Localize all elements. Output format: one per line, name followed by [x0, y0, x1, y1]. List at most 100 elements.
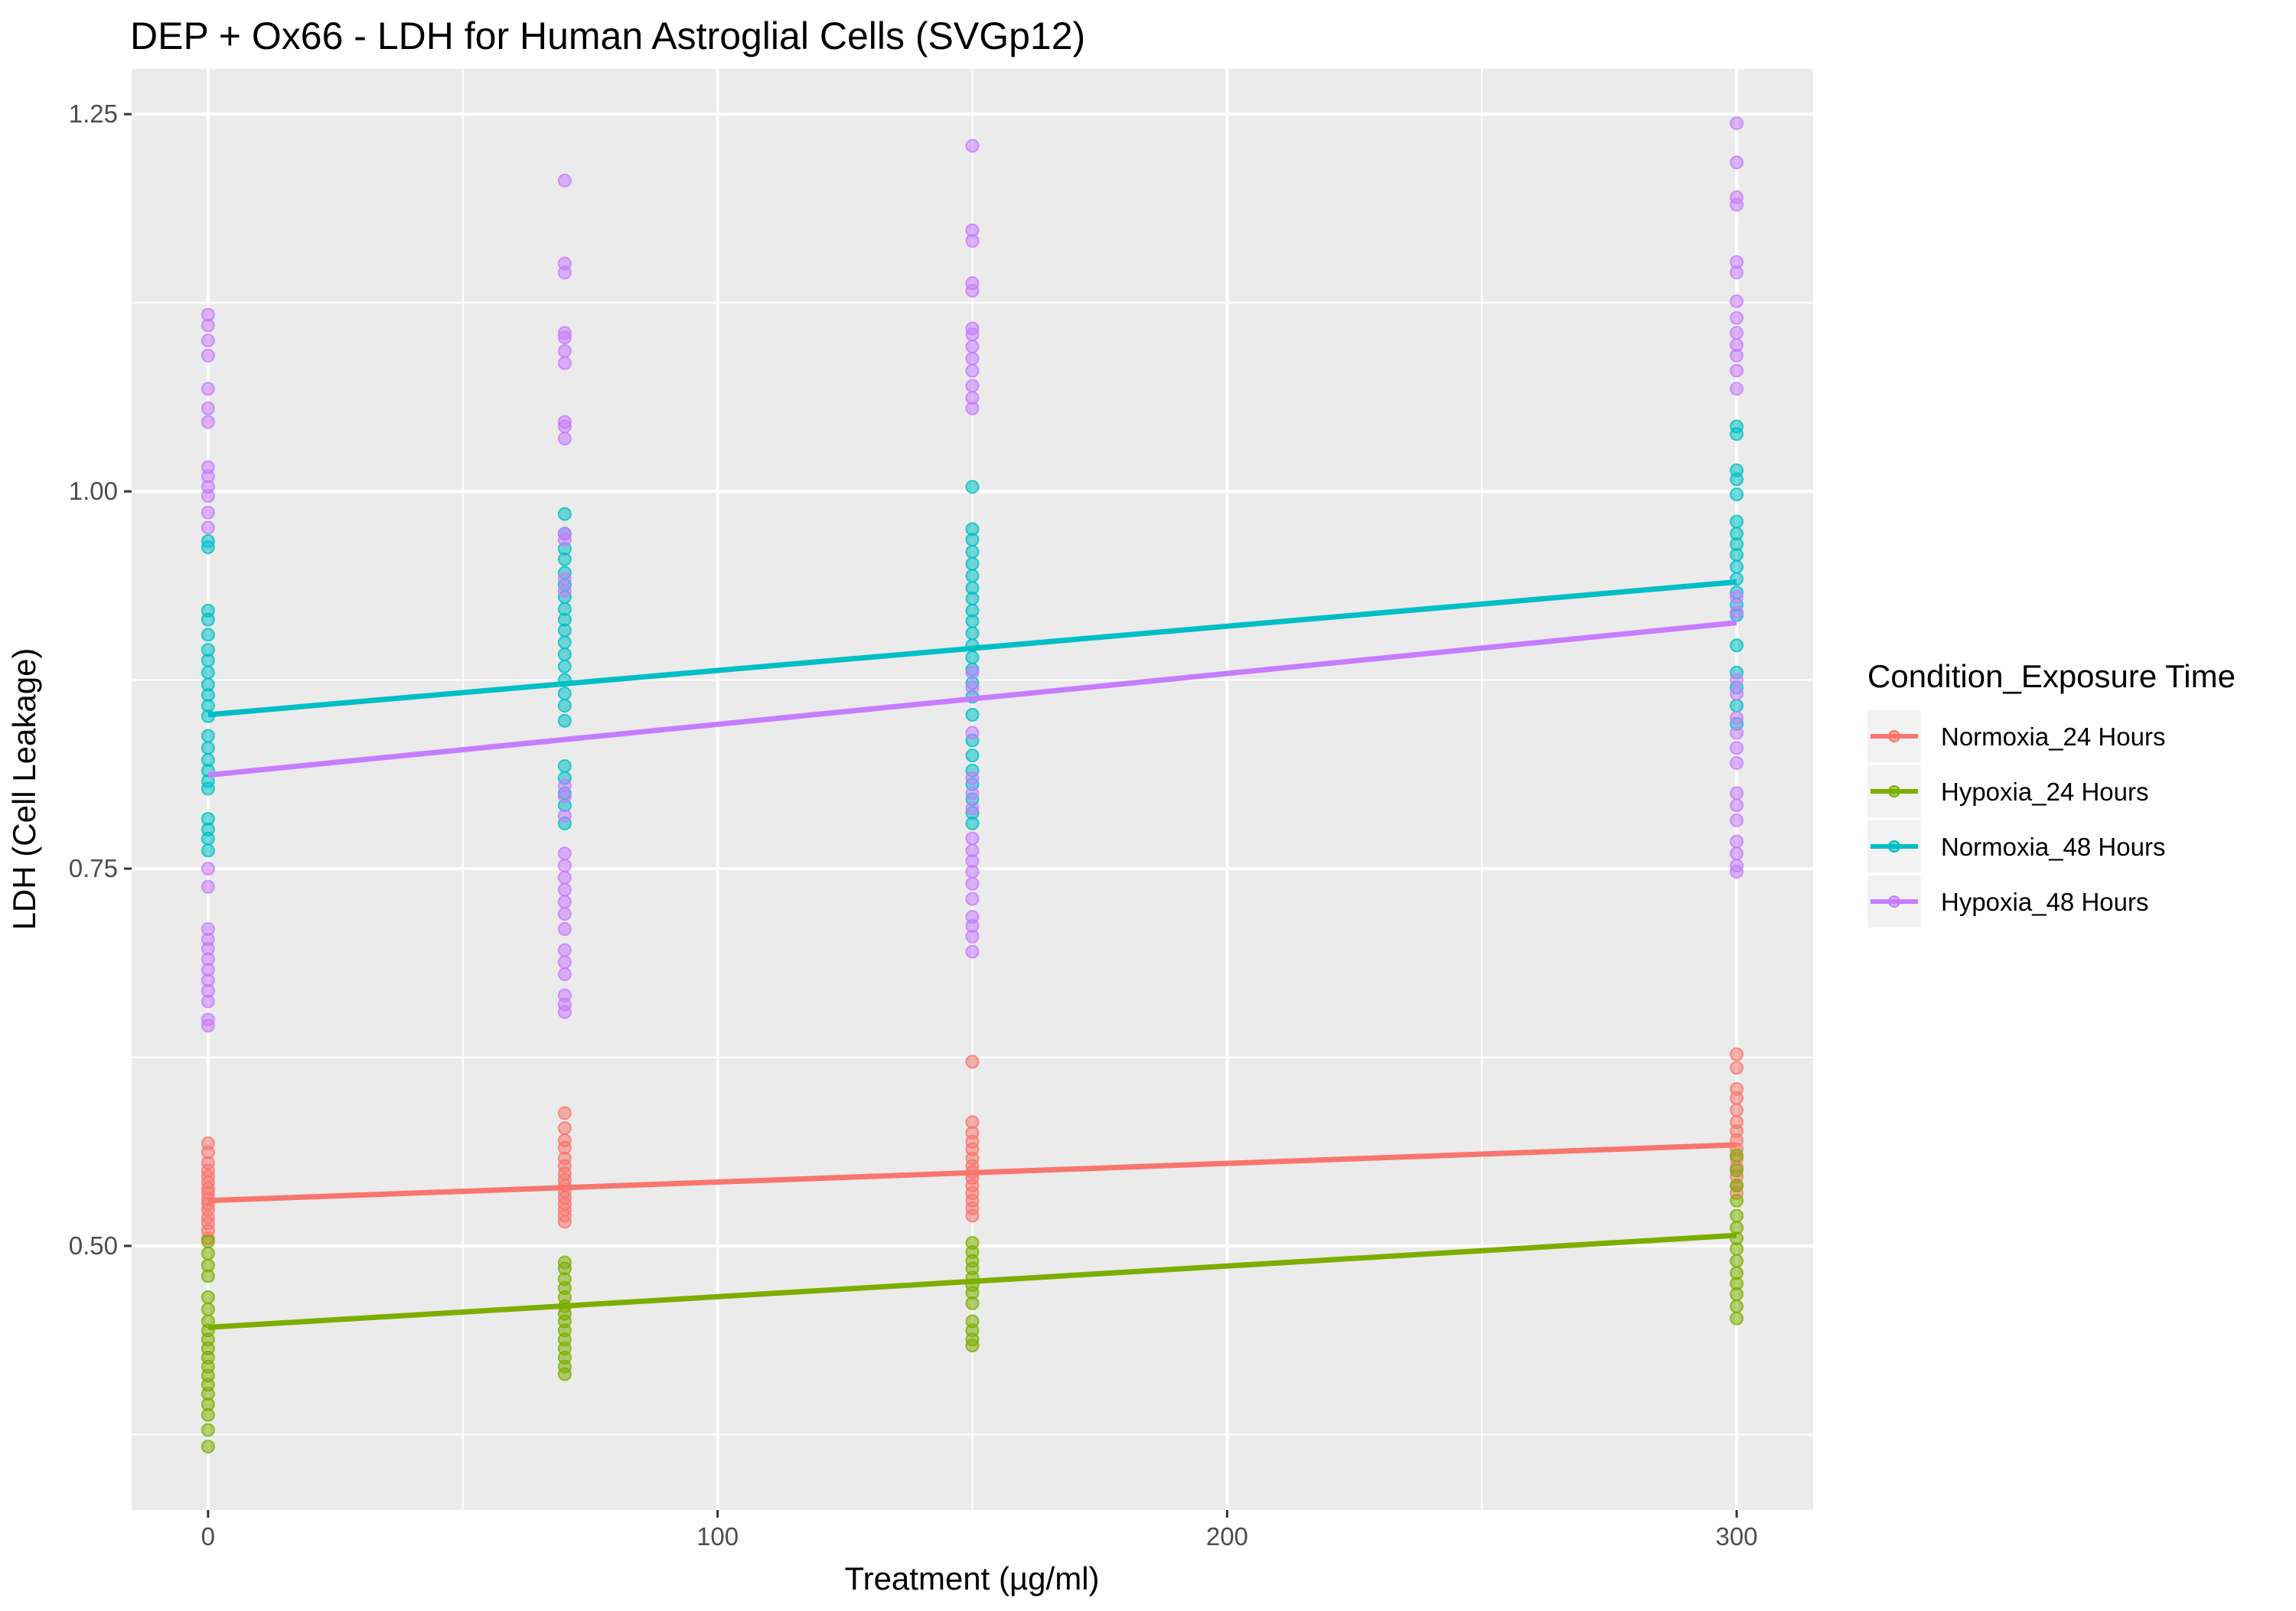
y-tick-label: 1.25 [69, 99, 118, 128]
legend-label: Normoxia_24 Hours [1941, 722, 2165, 751]
data-point [201, 862, 215, 876]
data-point [201, 520, 215, 535]
trend-lines [207, 579, 1737, 1330]
data-point [1730, 559, 1744, 574]
data-point [1730, 686, 1744, 701]
x-tick-label: 100 [696, 1522, 739, 1551]
data-point [201, 382, 215, 396]
data-point [201, 628, 215, 642]
data-point [1730, 605, 1744, 619]
data-point [965, 328, 980, 342]
data-point [557, 635, 572, 650]
data-point [965, 650, 980, 664]
data-point [1730, 1061, 1744, 1075]
data-point [1730, 1241, 1744, 1256]
data-point [557, 623, 572, 638]
data-point [1730, 638, 1744, 653]
data-point [965, 379, 980, 393]
data-point [557, 507, 572, 521]
data-point [965, 283, 980, 298]
data-point [1730, 427, 1744, 442]
data-point [965, 401, 980, 416]
legend-label: Hypoxia_48 Hours [1941, 888, 2148, 916]
data-point [1730, 699, 1744, 713]
x-tick-label: 300 [1716, 1522, 1758, 1551]
x-tick-label: 200 [1206, 1522, 1248, 1551]
data-point [1730, 348, 1744, 363]
data-point [557, 330, 572, 344]
data-point [965, 533, 980, 547]
data-point [965, 614, 980, 628]
data-point [201, 1246, 215, 1260]
data-point [557, 1215, 572, 1229]
data-point [1730, 1208, 1744, 1223]
data-point [965, 786, 980, 801]
data-point [557, 647, 572, 662]
data-point [965, 876, 980, 891]
data-point [201, 612, 215, 627]
data-point [965, 748, 980, 763]
y-axis-title: LDH (Cell Leakage) [6, 648, 42, 931]
data-point [965, 944, 980, 959]
data-point [201, 1440, 215, 1454]
data-point [1730, 834, 1744, 849]
data-point [1730, 364, 1744, 378]
data-point [1730, 813, 1744, 827]
trend-line-3 [207, 579, 1737, 718]
data-point [201, 831, 215, 846]
y-tick-label: 0.75 [69, 854, 118, 882]
data-point [557, 846, 572, 861]
data-point [965, 1055, 980, 1069]
data-point [557, 789, 572, 804]
data-point [1730, 1254, 1744, 1268]
data-point [1730, 1163, 1744, 1178]
data-point [965, 864, 980, 879]
data-point [965, 351, 980, 366]
data-point [201, 1423, 215, 1437]
data-point [965, 592, 980, 606]
data-point [1730, 755, 1744, 770]
trend-line-1 [207, 1142, 1737, 1204]
data-point [1730, 1047, 1744, 1061]
data-point [557, 699, 572, 713]
data-point [557, 907, 572, 921]
y-tick-label: 1.00 [69, 477, 118, 505]
data-point [557, 659, 572, 673]
data-point [965, 1339, 980, 1353]
data-point [557, 572, 572, 586]
data-point [557, 419, 572, 434]
data-point [201, 843, 215, 858]
data-point [201, 415, 215, 429]
data-point [1730, 488, 1744, 502]
chart-title: DEP + Ox66 - LDH for Human Astroglial Ce… [130, 15, 1085, 57]
x-tick-label: 0 [201, 1522, 215, 1551]
data-point [201, 540, 215, 555]
legend-key-point [1888, 895, 1900, 908]
data-point [1730, 1091, 1744, 1105]
data-point [965, 569, 980, 583]
data-point [1730, 798, 1744, 813]
data-point [557, 1005, 572, 1019]
data-point [201, 348, 215, 363]
data-point [965, 364, 980, 378]
legend-key-point [1888, 840, 1900, 853]
data-point [201, 781, 215, 796]
data-point [965, 892, 980, 906]
x-axis-title: Treatment (µg/ml) [844, 1560, 1099, 1596]
data-point [1730, 710, 1744, 725]
data-point [201, 1269, 215, 1283]
data-point [1730, 155, 1744, 170]
legend: Condition_Exposure Time Normoxia_24 Hour… [1867, 658, 2236, 928]
trend-line-4 [207, 620, 1737, 778]
data-point [557, 882, 572, 897]
data-point [557, 1106, 572, 1120]
data-point [201, 665, 215, 680]
data-point [965, 233, 980, 248]
data-point [965, 680, 980, 695]
data-point [965, 801, 980, 816]
data-point [557, 809, 572, 823]
data-point [965, 831, 980, 846]
data-point [201, 741, 215, 755]
data-point [557, 356, 572, 370]
data-points [201, 116, 1744, 1454]
